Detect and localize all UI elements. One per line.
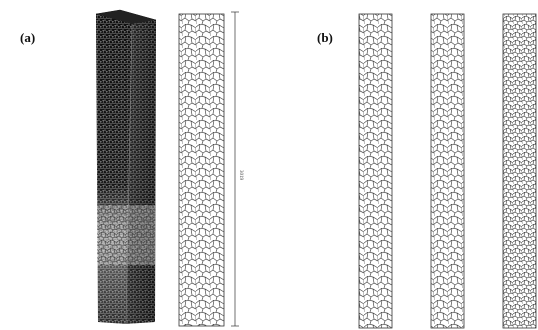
panel-b-label: (b) <box>317 30 333 45</box>
mesh-3d-column <box>95 9 157 325</box>
dimension-marker: 3019 <box>231 11 243 327</box>
mesh-section-3 <box>502 13 537 329</box>
dimension-label: 3019 <box>238 170 243 181</box>
mesh-section-1 <box>358 13 393 329</box>
mesh-2d-section <box>178 13 225 327</box>
mesh-section-2 <box>430 13 465 329</box>
panel-a-label: (a) <box>20 30 36 45</box>
